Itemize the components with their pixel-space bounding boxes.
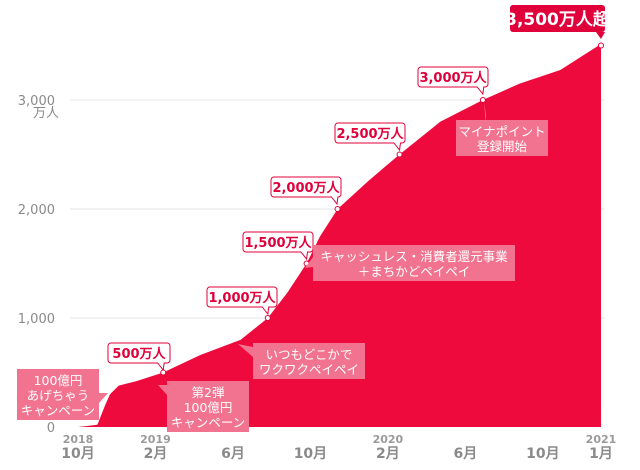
milestone-point	[264, 315, 271, 321]
y-tick-label: 2,000	[18, 203, 55, 218]
milestone-point	[479, 97, 486, 103]
x-tick-month: 6月	[454, 446, 478, 462]
event-label-line: マイナポイント	[458, 124, 545, 139]
x-tick-month: 2月	[376, 446, 400, 462]
milestone-callout	[417, 66, 489, 88]
x-tick-month: 2月	[144, 446, 168, 462]
milestone-label: 3,500万人超	[505, 9, 611, 30]
y-tick-label: 3,000	[18, 94, 55, 109]
event-label-line: キャンペーン	[21, 403, 95, 418]
y-tick-label: 1,000	[18, 312, 55, 327]
y-unit-label: 万人	[33, 106, 59, 121]
milestone-pointer	[330, 196, 339, 206]
milestone-label: 3,000万人	[419, 70, 487, 86]
x-tick-year: 2021	[586, 433, 617, 446]
milestone-point	[334, 206, 341, 212]
event-label-line: ワクワクペイペイ	[259, 362, 359, 377]
x-tick-month: 6月	[221, 446, 245, 462]
milestone-label: 2,000万人	[272, 180, 340, 196]
milestone-point	[396, 151, 403, 158]
event-label-line: 登録開始	[477, 139, 528, 154]
milestone-callout	[206, 286, 278, 308]
x-tick-month: 10月	[61, 446, 94, 462]
milestone-point	[160, 369, 167, 376]
event-label-box	[17, 369, 99, 420]
event-label-box	[456, 120, 548, 156]
event-label-line: 100億円	[34, 373, 83, 388]
x-tick-year: 2018	[63, 433, 94, 446]
x-tick-year: 2019	[140, 433, 171, 446]
event-label-box	[313, 245, 515, 281]
x-tick-year: 2020	[373, 433, 404, 446]
milestone-badge	[510, 5, 605, 32]
milestone-pointer	[261, 306, 270, 316]
event-label-line: いつもどこかで	[266, 347, 353, 362]
event-label-line: 第2弾	[192, 385, 225, 400]
event-label-line: キャンペーン	[171, 415, 245, 430]
event-label-box	[167, 381, 249, 432]
event-label-line: キャッシュレス・消費者還元事業	[320, 249, 508, 264]
milestone-pointer	[300, 251, 309, 261]
event-pointer	[158, 385, 167, 395]
milestone-pointer	[156, 362, 165, 372]
event-label-line: あげちゃう	[27, 388, 90, 403]
event-label-line: 100億円	[184, 400, 233, 415]
event-pointer	[99, 393, 108, 403]
event-pointer	[305, 257, 313, 268]
event-label-line: ＋まちかどペイペイ	[358, 264, 471, 279]
event-label-box	[253, 343, 365, 379]
milestone-label: 1,000万人	[208, 290, 276, 306]
milestone-label: 2,500万人	[336, 126, 404, 142]
milestone-pointer	[393, 142, 402, 152]
milestone-pointer	[595, 32, 605, 39]
milestone-label: 500万人	[112, 346, 166, 362]
x-tick-month: 10月	[526, 446, 559, 462]
milestone-callout	[270, 176, 342, 198]
milestone-label: 1,500万人	[244, 235, 312, 251]
milestone-callout	[334, 122, 406, 144]
milestone-callout	[242, 231, 314, 253]
x-tick-month: 1月	[589, 446, 613, 462]
event-pointer	[238, 344, 253, 357]
x-tick-month: 10月	[294, 446, 327, 462]
milestone-pointer	[476, 86, 485, 96]
milestone-point	[597, 42, 604, 49]
milestone-callout	[107, 342, 171, 364]
y-tick-label: 0	[47, 421, 55, 436]
event-pointer	[484, 102, 486, 125]
